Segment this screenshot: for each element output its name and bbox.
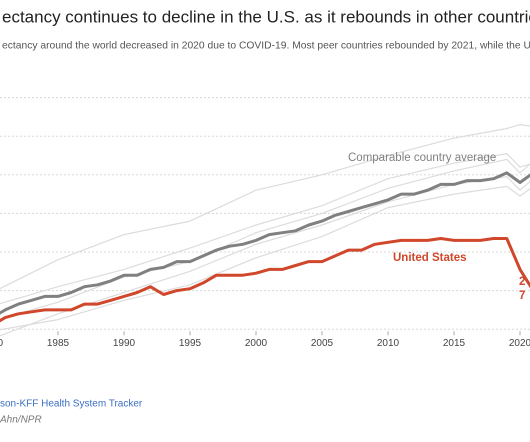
series-label: Comparable country average — [348, 152, 496, 164]
x-tick-label: 1990 — [113, 338, 136, 349]
country-line — [0, 153, 530, 305]
annotation: 7 — [519, 290, 525, 302]
x-tick-label: 2000 — [245, 338, 268, 349]
country-line — [0, 158, 530, 320]
source: son-KFF Health System Tracker — [0, 399, 143, 410]
country-line — [0, 185, 530, 331]
annotation: 2 — [519, 276, 525, 288]
country-line — [0, 176, 530, 337]
x-tick-label: 1980 — [0, 338, 4, 349]
series-line — [0, 237, 530, 323]
credit: Ahn/NPR — [0, 415, 42, 426]
series-line — [0, 171, 530, 315]
series-label: United States — [393, 252, 467, 264]
x-tick-label: 2015 — [443, 338, 466, 349]
x-tick-label: 1995 — [179, 338, 202, 349]
country-line — [0, 124, 530, 290]
x-tick-label: 2020 — [509, 338, 530, 349]
chart-title: ectancy continues to decline in the U.S.… — [2, 7, 530, 26]
x-tick-label: 1985 — [47, 338, 70, 349]
chart-subtitle: ectancy around the world decreased in 20… — [2, 41, 530, 52]
x-tick-label: 2010 — [377, 338, 400, 349]
x-tick-label: 2005 — [311, 338, 334, 349]
